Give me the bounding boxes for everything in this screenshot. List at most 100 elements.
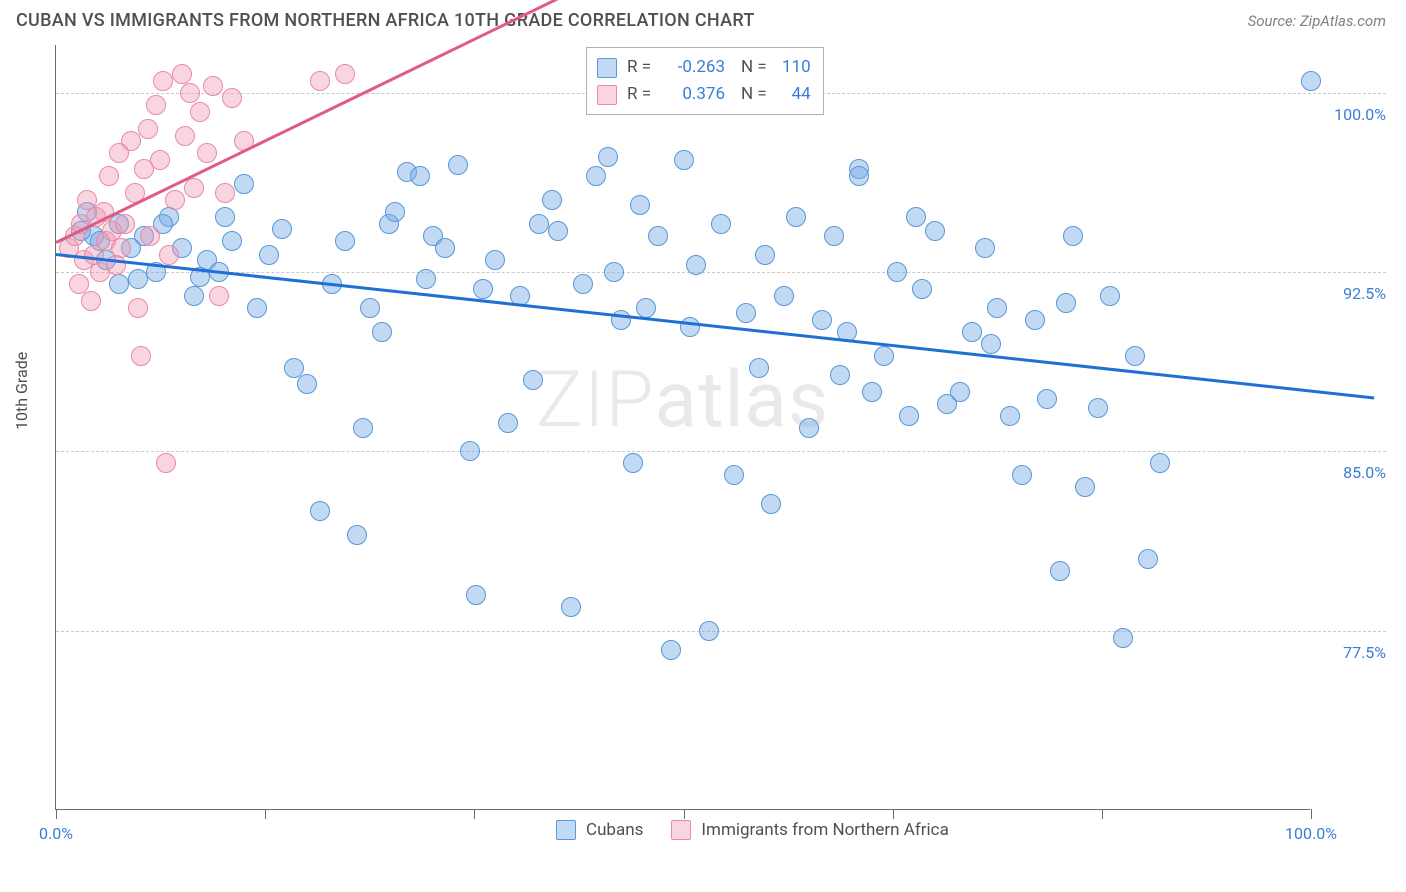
scatter-point xyxy=(1025,310,1045,330)
scatter-point xyxy=(1037,389,1057,409)
legend-swatch xyxy=(597,85,617,105)
y-tick-label: 92.5% xyxy=(1316,284,1386,303)
scatter-point xyxy=(824,226,844,246)
scatter-point xyxy=(259,245,279,265)
scatter-point xyxy=(774,286,794,306)
stats-row: R = -0.263 N = 110 xyxy=(597,54,811,81)
scatter-point xyxy=(1138,549,1158,569)
scatter-point xyxy=(190,102,210,122)
scatter-point xyxy=(1150,453,1170,473)
legend-label: Cubans xyxy=(586,820,643,840)
x-tick-label: 100.0% xyxy=(1285,824,1337,843)
scatter-point xyxy=(830,365,850,385)
stat-n-label: N = xyxy=(741,81,767,108)
stat-r-label: R = xyxy=(627,54,651,81)
scatter-point xyxy=(215,183,235,203)
source-attribution: Source: ZipAtlas.com xyxy=(1248,12,1386,30)
y-axis-label: 10th Grade xyxy=(12,352,31,430)
scatter-point xyxy=(153,71,173,91)
scatter-point xyxy=(906,207,926,227)
scatter-point xyxy=(172,64,192,84)
stat-n-value: 110 xyxy=(777,54,811,81)
scatter-point xyxy=(636,298,656,318)
scatter-point xyxy=(448,155,468,175)
scatter-point xyxy=(353,418,373,438)
scatter-point xyxy=(799,418,819,438)
y-tick-label: 85.0% xyxy=(1316,463,1386,482)
scatter-point xyxy=(150,150,170,170)
scatter-point xyxy=(887,262,907,282)
x-tick xyxy=(893,809,894,819)
x-tick xyxy=(1102,809,1103,819)
scatter-point xyxy=(1113,628,1133,648)
scatter-point xyxy=(630,195,650,215)
scatter-point xyxy=(159,245,179,265)
scatter-point xyxy=(165,190,185,210)
scatter-point xyxy=(310,501,330,521)
scatter-point xyxy=(711,214,731,234)
scatter-point xyxy=(416,269,436,289)
stat-n-label: N = xyxy=(741,54,767,81)
scatter-point xyxy=(146,95,166,115)
scatter-point xyxy=(184,286,204,306)
scatter-point xyxy=(987,298,1007,318)
scatter-point xyxy=(335,64,355,84)
scatter-point xyxy=(347,525,367,545)
gridline xyxy=(56,631,1386,632)
scatter-point xyxy=(962,322,982,342)
scatter-point xyxy=(755,245,775,265)
scatter-point xyxy=(197,143,217,163)
scatter-point xyxy=(203,76,223,96)
stat-r-value: -0.263 xyxy=(661,54,725,81)
scatter-point xyxy=(435,238,455,258)
scatter-point xyxy=(724,465,744,485)
stats-legend: R = -0.263 N = 110R = 0.376 N = 44 xyxy=(586,47,824,115)
legend-swatch xyxy=(671,820,691,840)
scatter-point xyxy=(529,214,549,234)
scatter-point xyxy=(542,190,562,210)
stat-n-value: 44 xyxy=(777,81,811,108)
scatter-point xyxy=(140,226,160,246)
scatter-point xyxy=(812,310,832,330)
scatter-point xyxy=(680,317,700,337)
x-tick xyxy=(56,809,57,819)
scatter-point xyxy=(128,269,148,289)
y-tick-label: 77.5% xyxy=(1316,643,1386,662)
x-tick-label: 0.0% xyxy=(39,824,73,843)
x-tick xyxy=(1311,809,1312,819)
scatter-point xyxy=(99,166,119,186)
scatter-point xyxy=(184,178,204,198)
scatter-point xyxy=(109,274,129,294)
scatter-point xyxy=(874,346,894,366)
legend-item: Cubans xyxy=(556,820,643,840)
scatter-point xyxy=(466,585,486,605)
scatter-point xyxy=(761,494,781,514)
scatter-point xyxy=(604,262,624,282)
scatter-point xyxy=(699,621,719,641)
stats-row: R =0.376N =44 xyxy=(597,81,811,108)
scatter-point xyxy=(128,298,148,318)
scatter-point xyxy=(1100,286,1120,306)
watermark: ZIPatlas xyxy=(536,355,829,446)
scatter-point xyxy=(1075,477,1095,497)
stat-r-value: 0.376 xyxy=(661,81,725,108)
scatter-point xyxy=(138,119,158,139)
scatter-point xyxy=(297,374,317,394)
series-legend: CubansImmigrants from Northern Africa xyxy=(556,820,949,840)
scatter-point xyxy=(335,231,355,251)
scatter-point xyxy=(180,83,200,103)
scatter-point xyxy=(473,279,493,299)
scatter-point xyxy=(548,221,568,241)
scatter-point xyxy=(215,207,235,227)
scatter-point xyxy=(498,413,518,433)
scatter-point xyxy=(899,406,919,426)
scatter-point xyxy=(385,202,405,222)
scatter-point xyxy=(1000,406,1020,426)
gridline xyxy=(56,451,1386,452)
scatter-point xyxy=(1050,561,1070,581)
trend-line xyxy=(56,253,1374,399)
scatter-point xyxy=(623,453,643,473)
scatter-point xyxy=(1301,71,1321,91)
scatter-point xyxy=(272,219,292,239)
scatter-point xyxy=(372,322,392,342)
